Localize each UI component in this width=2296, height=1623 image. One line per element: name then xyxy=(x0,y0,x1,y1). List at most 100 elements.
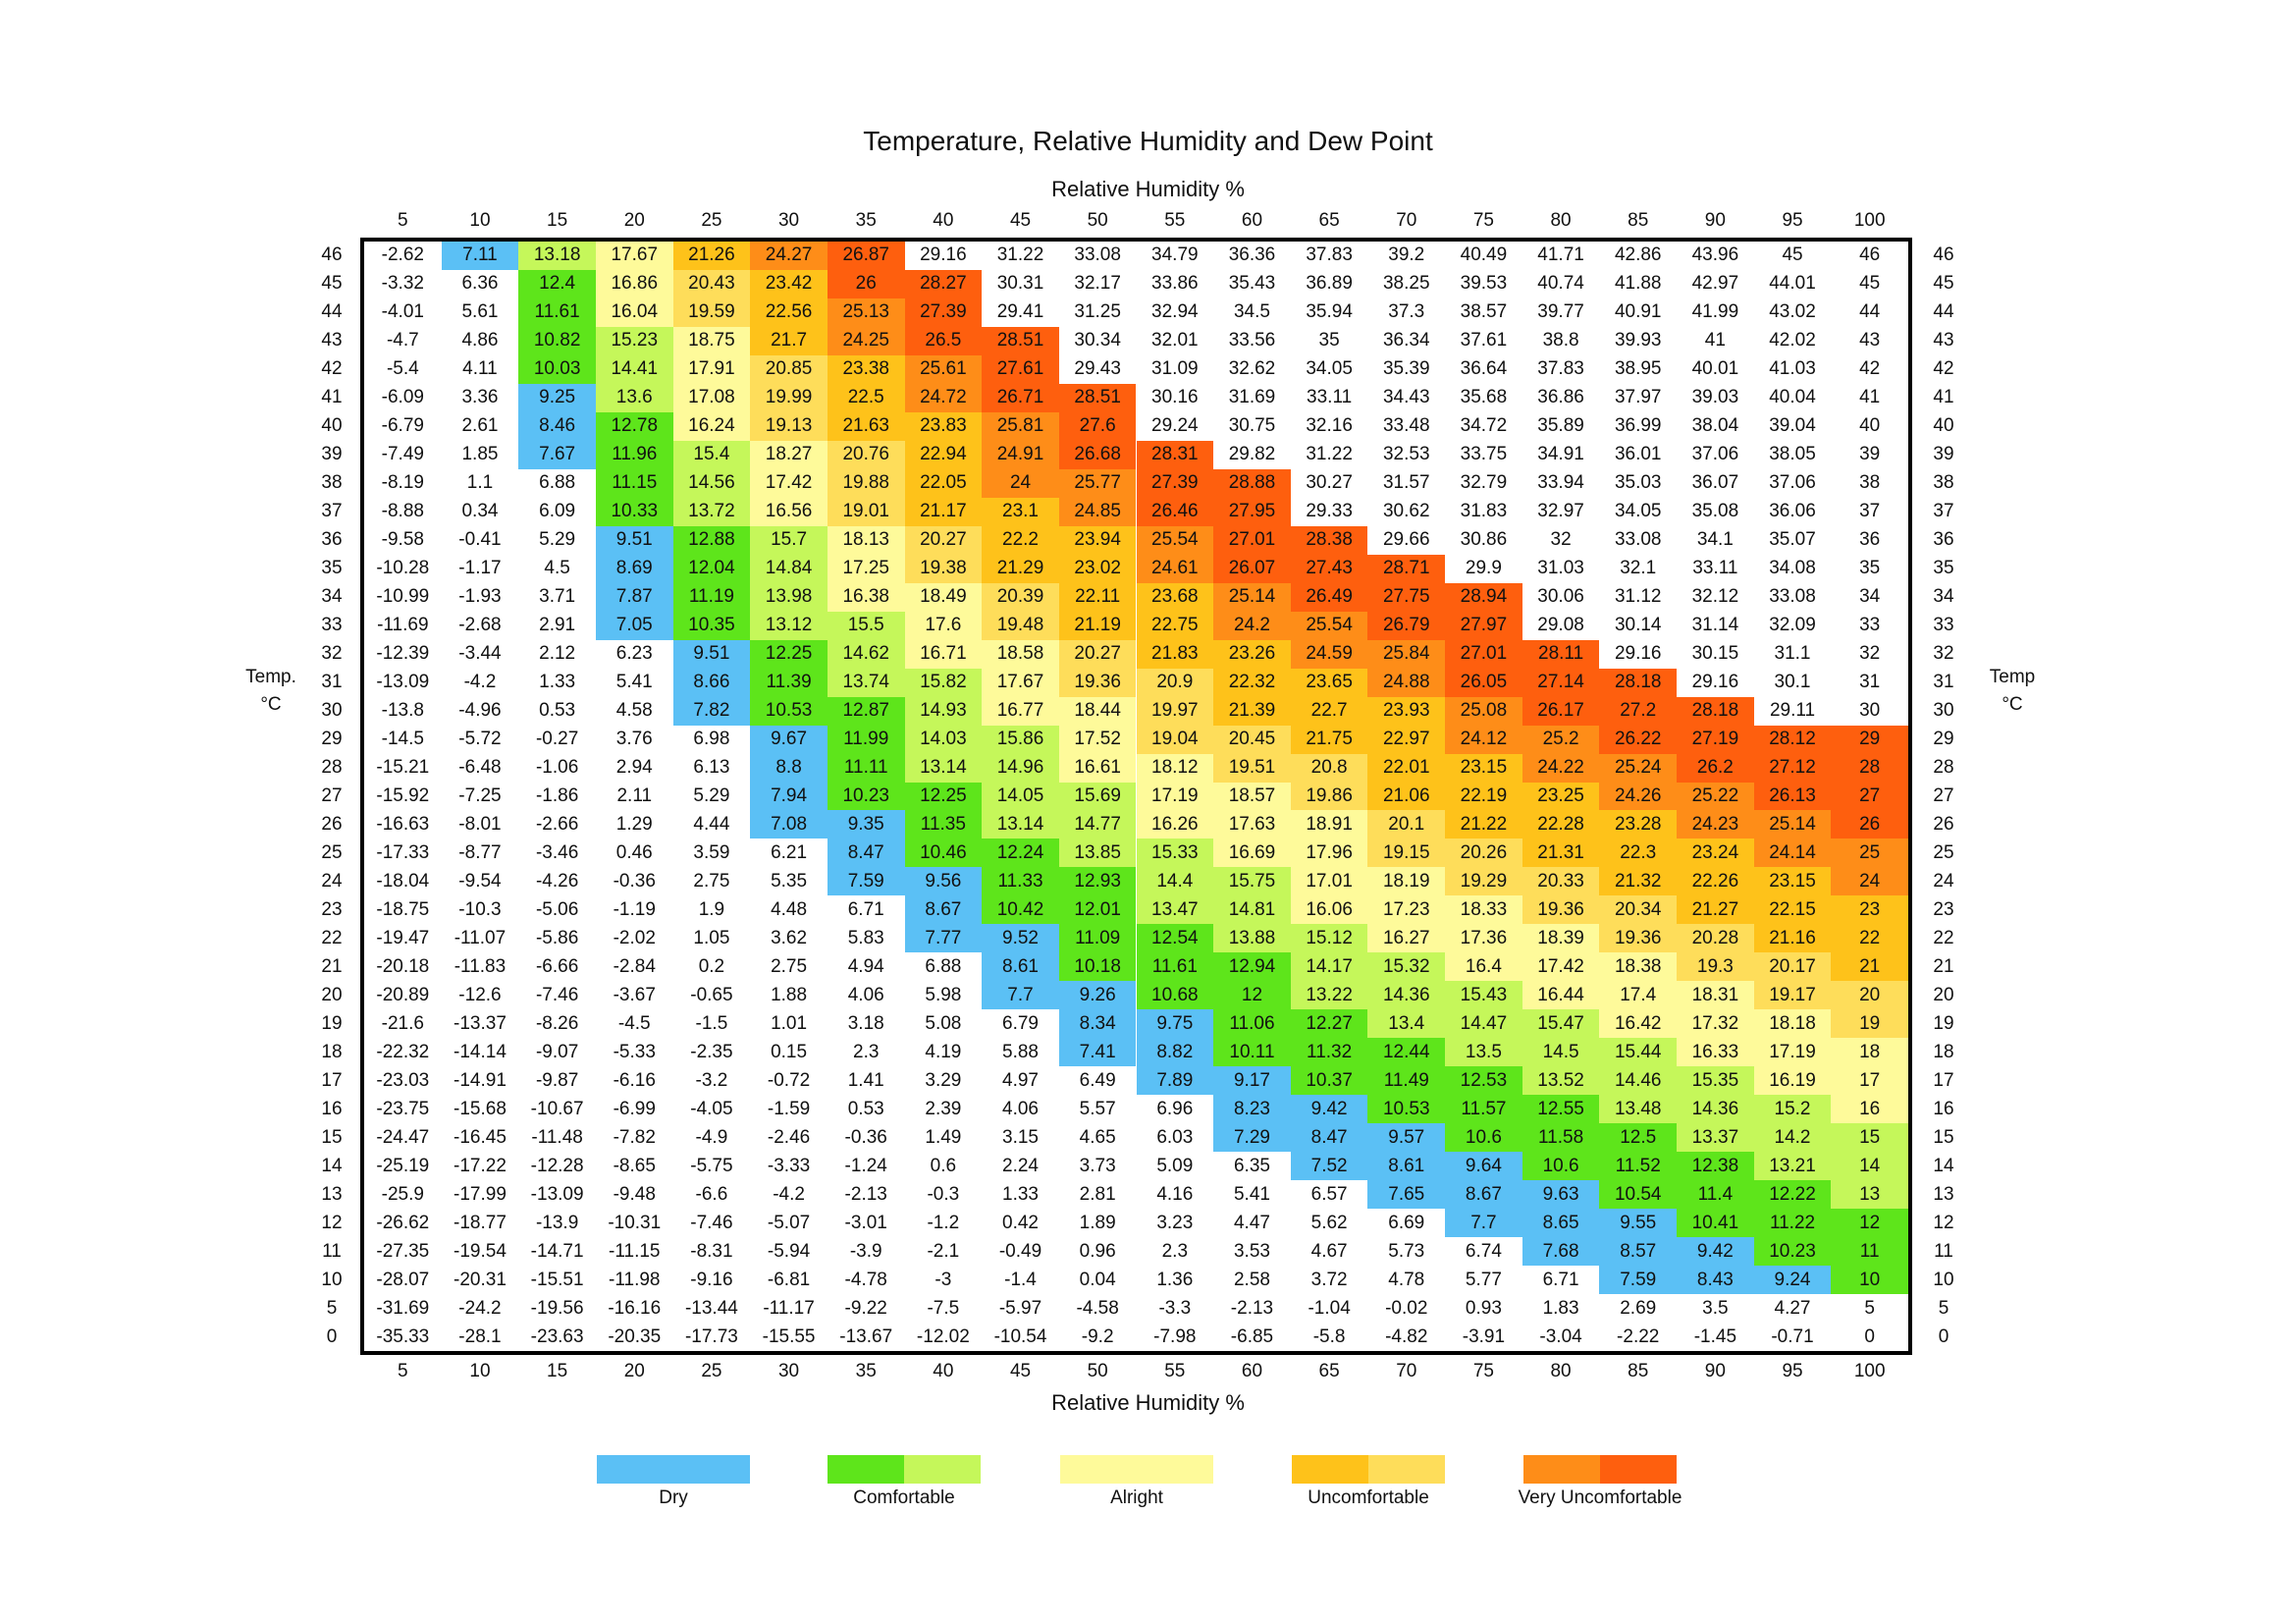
heatmap-cell: 23.02 xyxy=(1058,554,1137,583)
heatmap-cell: 27.6 xyxy=(1058,411,1137,441)
heatmap-cell: -3.46 xyxy=(535,841,579,863)
heatmap-cell: -1.59 xyxy=(767,1098,811,1119)
heatmap-cell: 12.22 xyxy=(1753,1180,1832,1210)
heatmap-cell: 17.42 xyxy=(750,468,828,498)
heatmap-cell: 27.2 xyxy=(1599,696,1678,726)
y-tick-right: 40 xyxy=(1933,415,1954,437)
heatmap-cell: 39.04 xyxy=(1769,415,1816,437)
heatmap-cell: 23.15 xyxy=(1445,753,1522,783)
heatmap-cell: 29.11 xyxy=(1769,700,1816,722)
heatmap-cell: 27.95 xyxy=(1213,497,1291,526)
heatmap-cell: 24 xyxy=(982,468,1059,498)
heatmap-cell: -17.73 xyxy=(684,1325,738,1347)
heatmap-cell: 20.17 xyxy=(1753,952,1832,982)
y-tick-left: 0 xyxy=(326,1325,338,1347)
heatmap-cell: 15.86 xyxy=(982,725,1059,754)
heatmap-cell: 20.8 xyxy=(1290,753,1368,783)
heatmap-cell: 9.42 xyxy=(1290,1095,1368,1124)
heatmap-cell: 3.76 xyxy=(615,729,653,750)
heatmap-cell: -9.07 xyxy=(535,1041,579,1062)
heatmap-cell: 5.29 xyxy=(539,529,576,551)
heatmap-cell: 0.53 xyxy=(539,700,576,722)
y-tick-left: 26 xyxy=(321,813,343,835)
heatmap-cell: 19.04 xyxy=(1136,725,1214,754)
heatmap-cell: 2.12 xyxy=(539,643,576,665)
heatmap-cell: 1.89 xyxy=(1079,1212,1116,1233)
heatmap-cell: 12.24 xyxy=(982,839,1059,868)
heatmap-cell: 20 xyxy=(1831,981,1908,1010)
heatmap-cell: 13 xyxy=(1831,1180,1908,1210)
heatmap-cell: 7.67 xyxy=(518,440,596,469)
heatmap-cell: 4.47 xyxy=(1233,1212,1270,1233)
heatmap-cell: 27.61 xyxy=(982,354,1059,384)
heatmap-cell: -7.25 xyxy=(458,784,502,806)
chart-title: Temperature, Relative Humidity and Dew P… xyxy=(863,126,1433,156)
y-tick-right: 11 xyxy=(1934,1240,1953,1262)
heatmap-cell: 10.23 xyxy=(827,782,905,811)
heatmap-cell: -13.09 xyxy=(376,672,430,693)
heatmap-cell: -1.4 xyxy=(1004,1269,1037,1290)
y-tick-right: 15 xyxy=(1933,1126,1954,1148)
heatmap-cell: 20.45 xyxy=(1213,725,1291,754)
heatmap-cell: 3.23 xyxy=(1156,1212,1194,1233)
heatmap-cell: 0.34 xyxy=(461,501,499,522)
heatmap-cell: 17.67 xyxy=(595,242,673,270)
heatmap-cell: 25.14 xyxy=(1753,810,1832,839)
x-tick-top: 95 xyxy=(1782,210,1803,231)
heatmap-cell: 16.26 xyxy=(1136,810,1214,839)
heatmap-cell: -3.2 xyxy=(695,1069,728,1091)
heatmap-cell: 11.96 xyxy=(595,440,673,469)
heatmap-cell: 14.03 xyxy=(904,725,983,754)
heatmap-cell: 19.01 xyxy=(827,497,905,526)
heatmap-cell: 11.4 xyxy=(1677,1180,1754,1210)
heatmap-cell: -23.75 xyxy=(376,1098,430,1119)
heatmap-cell: 36.07 xyxy=(1691,472,1739,494)
heatmap-cell: 27.39 xyxy=(1136,468,1214,498)
heatmap-cell: -19.56 xyxy=(530,1297,584,1319)
heatmap-cell: 25.22 xyxy=(1677,782,1754,811)
heatmap-cell: 16.24 xyxy=(672,411,751,441)
legend-label: Comfortable xyxy=(853,1488,955,1508)
heatmap-cell: -16.16 xyxy=(608,1297,662,1319)
heatmap-cell: 27.43 xyxy=(1290,554,1368,583)
heatmap-cell: 14.77 xyxy=(1058,810,1137,839)
heatmap-cell: 3.59 xyxy=(693,841,730,863)
heatmap-cell: 36.86 xyxy=(1537,387,1584,408)
heatmap-cell: 1.85 xyxy=(461,444,499,465)
heatmap-cell: -3.04 xyxy=(1539,1325,1582,1347)
heatmap-cell: 10.53 xyxy=(750,696,828,726)
heatmap-cell: 13.72 xyxy=(672,497,751,526)
heatmap-cell: 31.22 xyxy=(1306,444,1353,465)
y-tick-right: 39 xyxy=(1933,444,1954,465)
heatmap-cell: 29.43 xyxy=(1074,358,1121,380)
heatmap-cell: -5.94 xyxy=(767,1240,811,1262)
heatmap-cell: 2.3 xyxy=(1161,1240,1189,1262)
legend-swatch xyxy=(904,1455,981,1484)
heatmap-cell: -3.44 xyxy=(458,643,502,665)
heatmap-cell: 32.09 xyxy=(1769,615,1816,636)
heatmap-cell: 18.33 xyxy=(1445,895,1522,925)
heatmap-cell: 14.4 xyxy=(1136,867,1214,896)
heatmap-cell: 0.04 xyxy=(1079,1269,1116,1290)
y-tick-right: 16 xyxy=(1933,1098,1954,1119)
heatmap-cell: 1.33 xyxy=(1002,1183,1039,1205)
heatmap-cell: 19.36 xyxy=(1522,895,1600,925)
heatmap-cell: 9.42 xyxy=(1677,1237,1754,1267)
heatmap-cell: 33.08 xyxy=(1614,529,1662,551)
heatmap-cell: 36.99 xyxy=(1614,415,1662,437)
heatmap-cell: 14.36 xyxy=(1677,1095,1754,1124)
heatmap-cell: 20.76 xyxy=(827,440,905,469)
heatmap-cell: -2.66 xyxy=(535,813,579,835)
heatmap-cell: 8.47 xyxy=(827,839,905,868)
heatmap-cell: -26.62 xyxy=(376,1212,430,1233)
heatmap-cell: 14.62 xyxy=(827,639,905,669)
heatmap-cell: 41 xyxy=(1704,330,1726,352)
heatmap-cell: 36.01 xyxy=(1614,444,1662,465)
heatmap-cell: 8.61 xyxy=(982,952,1059,982)
legend-swatch xyxy=(597,1455,750,1484)
heatmap-cell: -10.28 xyxy=(376,558,430,579)
heatmap-cell: 29.16 xyxy=(1614,643,1662,665)
heatmap-cell: 32 xyxy=(1859,643,1881,665)
heatmap-cell: 8.82 xyxy=(1136,1038,1214,1067)
heatmap-cell: 12.78 xyxy=(595,411,673,441)
